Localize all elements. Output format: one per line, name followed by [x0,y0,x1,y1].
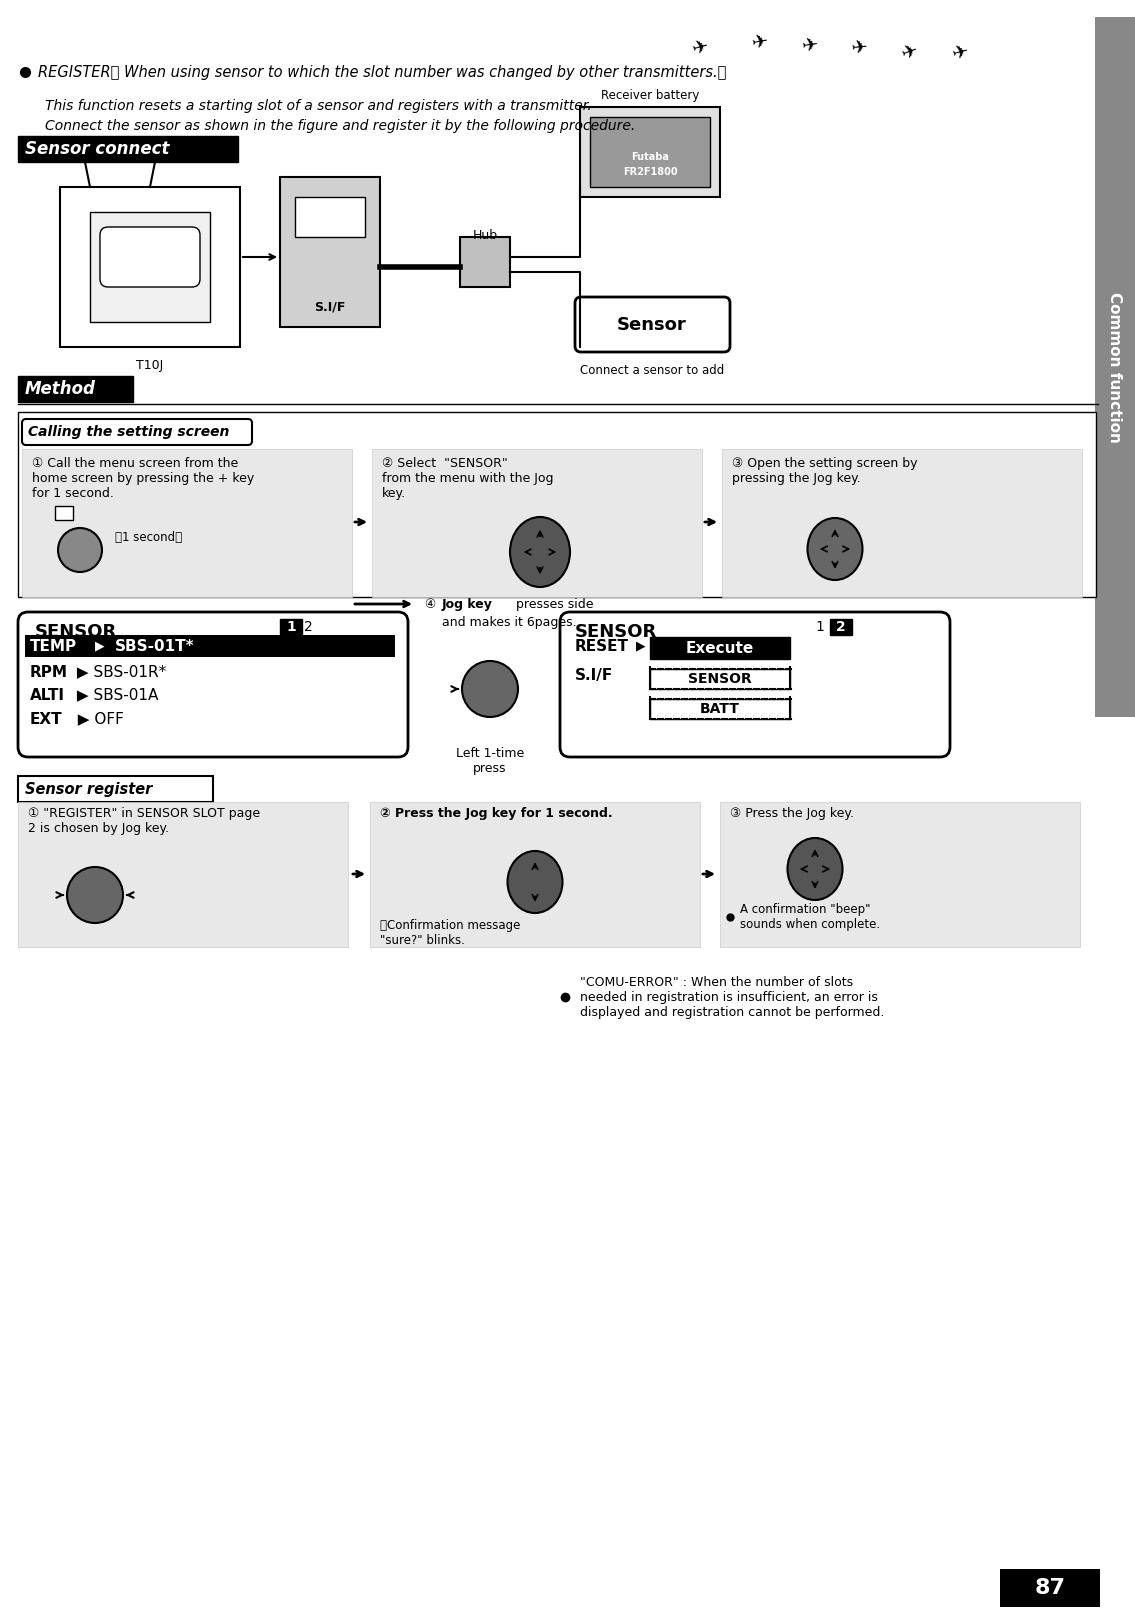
Bar [590,116,711,188]
Bar [22,450,352,597]
Text: BATT: BATT [700,702,740,716]
Text: 87: 87 [1034,1578,1066,1598]
Text: SENSOR: SENSOR [35,623,117,640]
Text: Method: Method [25,380,95,398]
Text: ▶ SBS-01R*: ▶ SBS-01R* [72,665,166,679]
Text: RPM: RPM [30,665,68,679]
FancyBboxPatch shape [560,611,950,757]
Text: S.I/F: S.I/F [575,668,613,682]
Bar [18,167,1098,367]
Text: 1: 1 [286,619,296,634]
Text: ③ Open the setting screen by
pressing the Jog key.: ③ Open the setting screen by pressing th… [732,458,917,485]
Bar [280,176,380,327]
Text: ✈: ✈ [800,34,819,55]
Text: Receiver battery: Receiver battery [600,89,699,102]
Bar [372,450,703,597]
Bar [1095,18,1135,716]
FancyBboxPatch shape [18,611,407,757]
Text: ③ Press the Jog key.: ③ Press the Jog key. [730,807,854,820]
Text: Calling the setting screen: Calling the setting screen [28,425,229,438]
Text: ① "REGISTER" in SENSOR SLOT page
2 is chosen by Jog key.: ① "REGISTER" in SENSOR SLOT page 2 is ch… [28,807,260,834]
Text: FR2F1800: FR2F1800 [623,167,678,176]
FancyBboxPatch shape [575,298,730,353]
Bar [460,238,510,286]
Ellipse shape [510,517,570,587]
Text: Confirmation message
"sure?" blinks.: Confirmation message "sure?" blinks. [380,918,520,948]
Text: S.I/F: S.I/F [314,301,346,314]
Text: "COMU-ERROR" : When the number of slots
needed in registration is insufficient, : "COMU-ERROR" : When the number of slots … [580,975,884,1019]
Text: ④: ④ [424,598,440,611]
Text: ① Call the menu screen from the
home screen by pressing the + key
for 1 second.: ① Call the menu screen from the home scr… [32,458,254,500]
Ellipse shape [788,838,842,901]
Text: TEMP: TEMP [30,639,77,653]
Text: ✈: ✈ [950,40,970,63]
Text: A confirmation "beep"
sounds when complete.: A confirmation "beep" sounds when comple… [740,902,880,931]
Bar [1000,1568,1100,1607]
Bar [580,107,720,197]
Text: 2: 2 [836,619,846,634]
Bar [650,637,790,660]
Text: presses side: presses side [512,598,594,611]
Bar [18,377,133,403]
Text: ② Select  "SENSOR"
from the menu with the Jog
key.: ② Select "SENSOR" from the menu with the… [382,458,554,500]
Circle shape [462,661,518,716]
Text: ✈: ✈ [690,36,711,58]
Circle shape [58,529,102,572]
Text: Sensor connect: Sensor connect [25,141,169,158]
Bar [25,635,395,657]
Text: ALTI: ALTI [30,687,65,702]
Text: ▶ SBS-01A: ▶ SBS-01A [72,687,159,702]
Circle shape [67,867,123,923]
Text: Left 1-time
press: Left 1-time press [456,747,524,775]
Text: ▶: ▶ [95,639,104,653]
Text: T10J: T10J [136,359,163,372]
Text: and makes it 6pages.: and makes it 6pages. [442,616,577,629]
Bar [90,212,210,322]
Text: Common function: Common function [1108,291,1123,443]
Text: RESET: RESET [575,639,629,653]
Text: SENSOR: SENSOR [688,673,751,686]
Text: ✈: ✈ [750,31,770,53]
Text: ✈: ✈ [851,37,869,57]
Text: Sensor: Sensor [617,315,687,335]
Bar [18,136,238,162]
Text: Jog key: Jog key [442,598,493,611]
Text: SENSOR: SENSOR [575,623,657,640]
Text: Connect the sensor as shown in the figure and register it by the following proce: Connect the sensor as shown in the figur… [45,120,636,133]
Text: ▶: ▶ [636,639,646,653]
Text: 1 second: 1 second [115,530,182,543]
Text: Futaba: Futaba [631,152,669,162]
Bar [18,412,1096,597]
Bar [650,669,790,689]
Text: Sensor register: Sensor register [25,781,152,797]
Bar [720,802,1081,948]
Bar [280,619,302,635]
Text: Execute: Execute [686,640,754,655]
Bar [830,619,852,635]
Text: SBS-01T*: SBS-01T* [115,639,194,653]
Bar [60,188,239,348]
Text: REGISTER： When using sensor to which the slot number was changed by other transm: REGISTER： When using sensor to which the… [37,65,726,79]
Bar [54,506,73,521]
FancyBboxPatch shape [22,419,252,445]
Bar [18,776,213,802]
Bar [650,699,790,720]
Bar [295,197,365,238]
Bar [722,450,1082,597]
Bar [18,802,348,948]
Text: 1: 1 [816,619,824,634]
Text: ▶ OFF: ▶ OFF [68,711,124,726]
Text: EXT: EXT [30,711,62,726]
Text: Connect a sensor to add: Connect a sensor to add [580,364,724,377]
Text: ✈: ✈ [899,40,920,63]
FancyBboxPatch shape [100,226,200,286]
Text: Hub: Hub [472,230,497,243]
Text: 2: 2 [304,619,312,634]
Ellipse shape [507,851,563,914]
Bar [370,802,700,948]
Text: ② Press the Jog key for 1 second.: ② Press the Jog key for 1 second. [380,807,613,820]
Ellipse shape [807,517,863,581]
Text: This function resets a starting slot of a sensor and registers with a transmitte: This function resets a starting slot of … [45,99,591,113]
